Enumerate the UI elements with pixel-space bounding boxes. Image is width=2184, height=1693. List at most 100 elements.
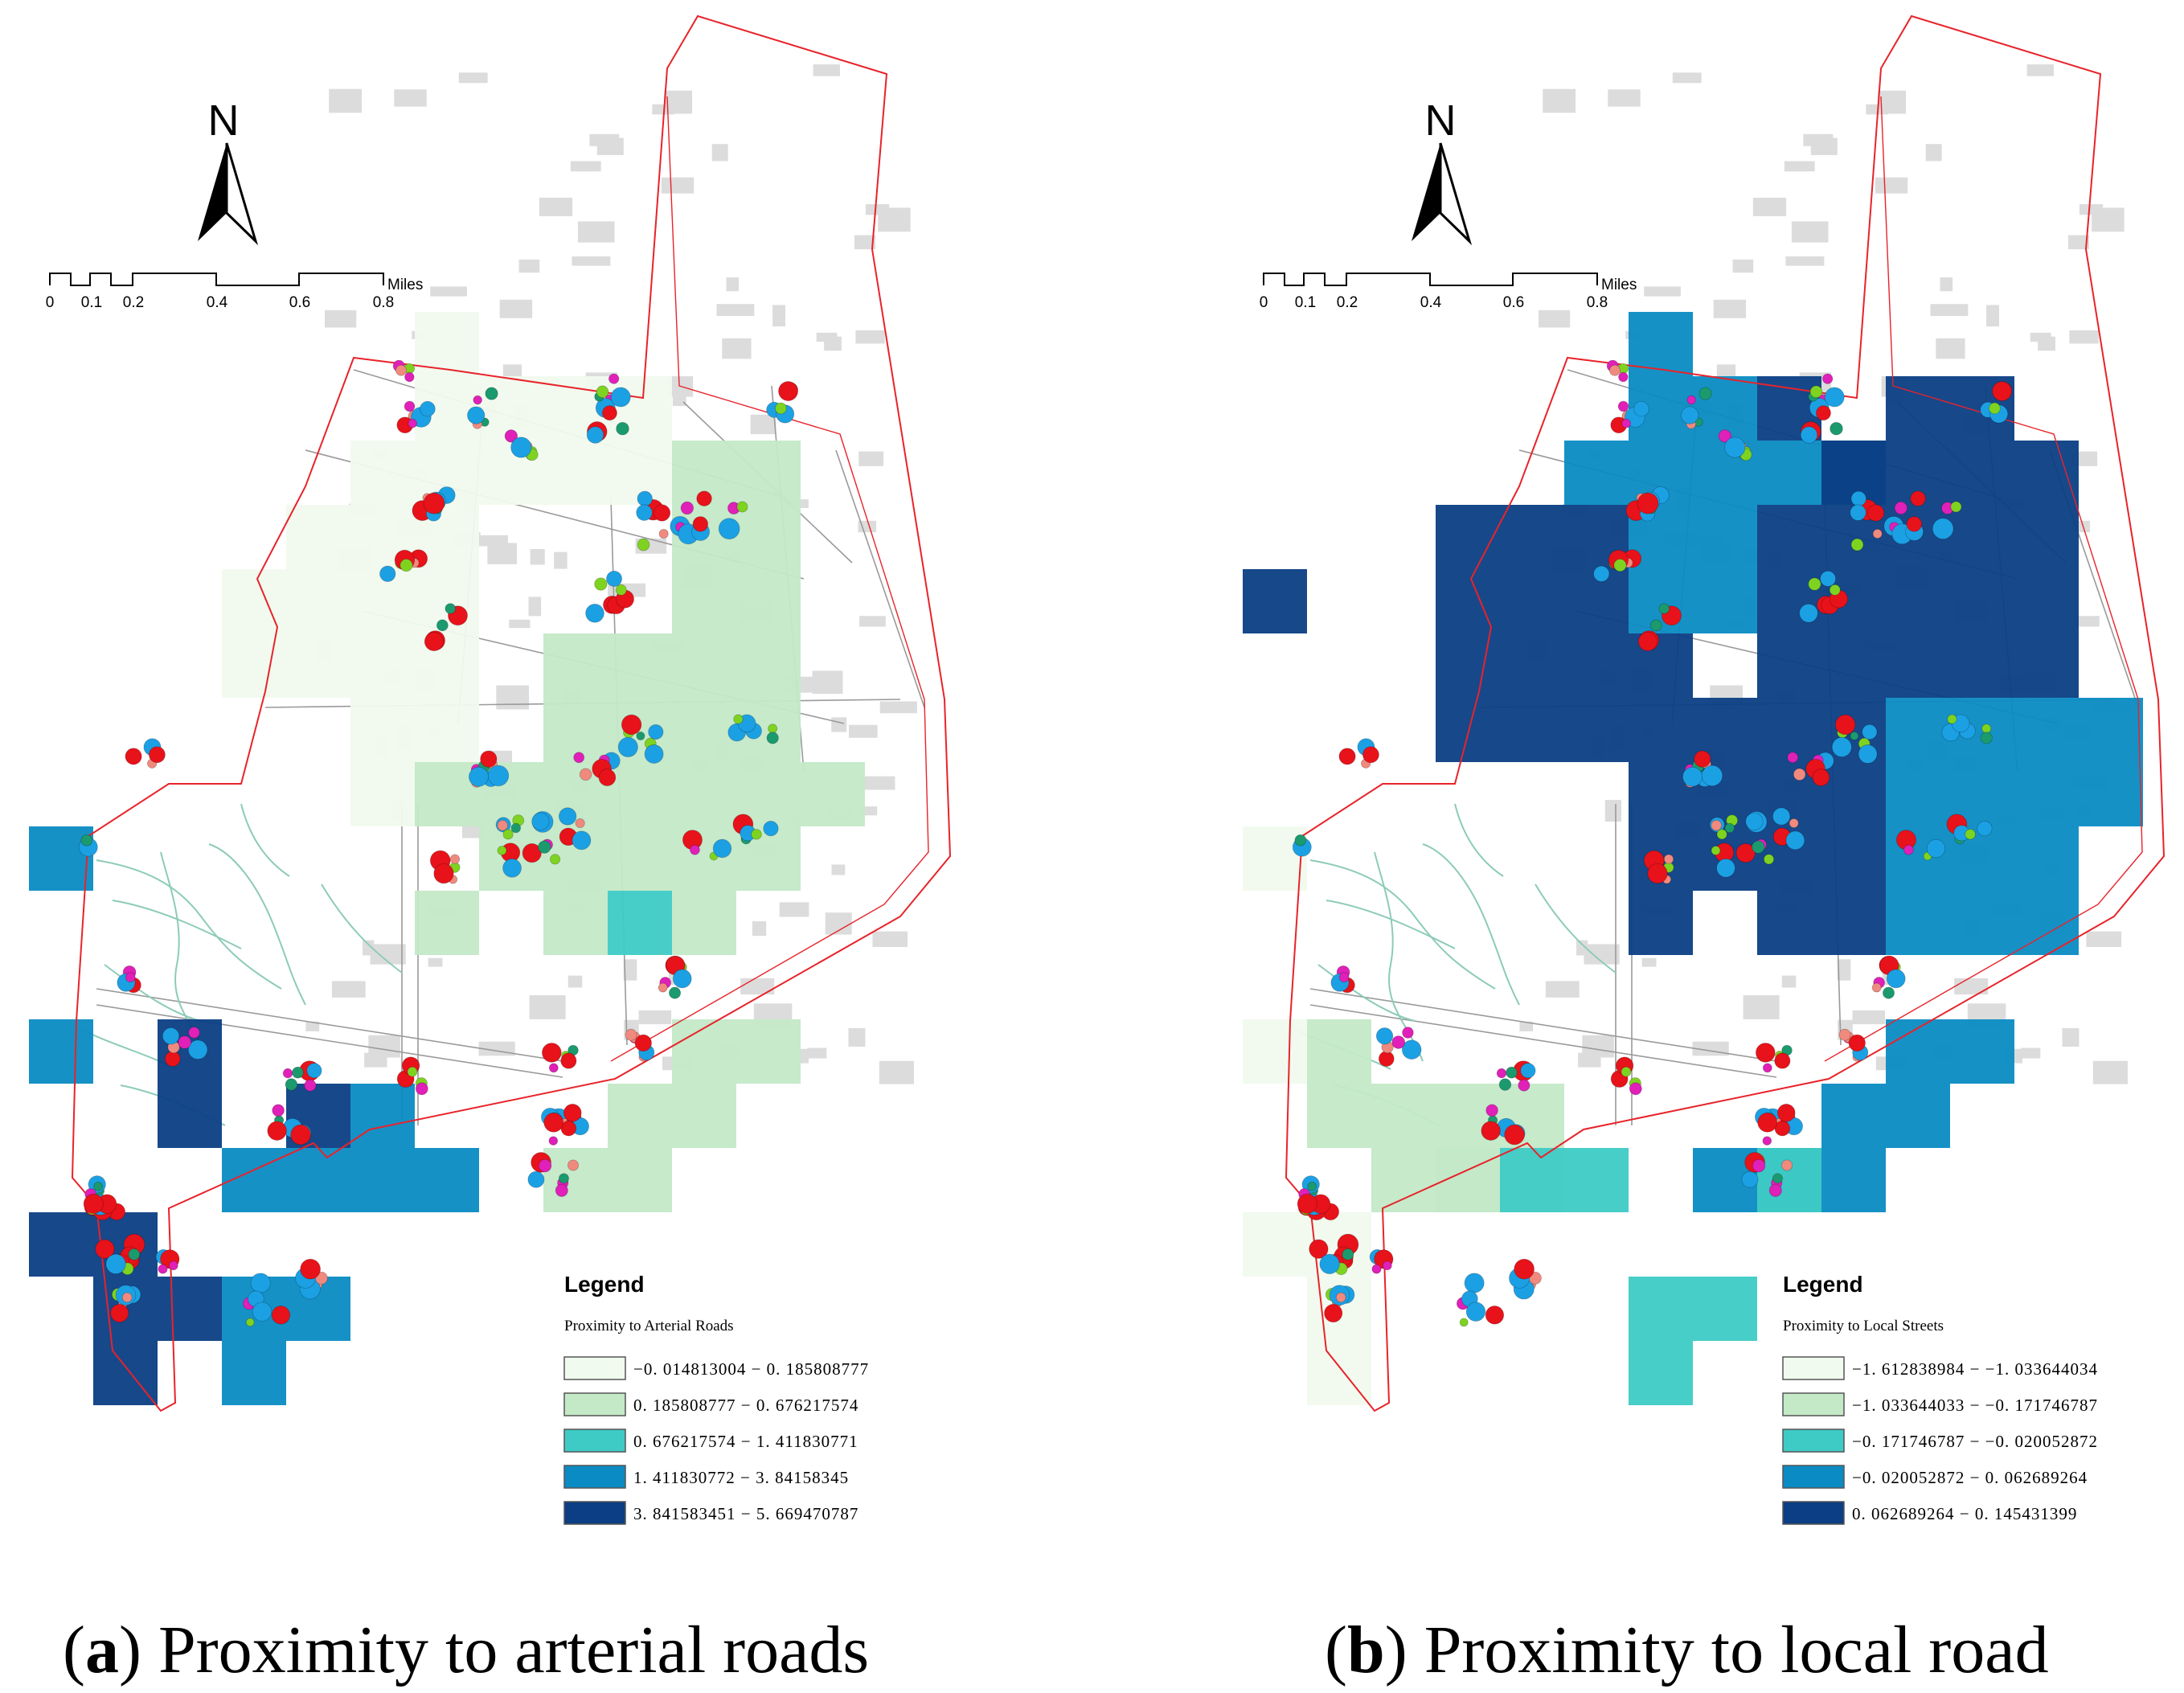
building-footprint (2079, 203, 2104, 215)
street-line (1309, 1004, 1777, 1078)
incident-point (531, 812, 550, 830)
incident-point (502, 829, 514, 840)
grid-cell (608, 1148, 672, 1212)
incident-point (1402, 1027, 1414, 1039)
building-footprint (1784, 161, 1815, 172)
building-footprint (554, 551, 568, 569)
incident-point (1850, 490, 1866, 506)
legend-label: −1. 612838984 − −1. 033644034 (1852, 1359, 2098, 1379)
grid-cell (286, 1148, 350, 1212)
building-footprint (638, 1010, 672, 1025)
building-footprint (529, 995, 566, 1019)
grid-cell (543, 698, 608, 762)
incident-point (1772, 1173, 1783, 1184)
legend-label: −0. 171746787 − −0. 020052872 (1852, 1432, 2098, 1451)
grid-cell (29, 1019, 93, 1084)
incident-point (83, 1193, 104, 1215)
building-footprint (1837, 959, 1851, 981)
incident-point (168, 1261, 178, 1271)
grid-cell (1693, 505, 1757, 569)
legend-item: 0. 062689264 − 0. 145431399 (1782, 1501, 2076, 1525)
incident-point (1800, 426, 1818, 444)
building-footprint (831, 717, 847, 732)
building-footprint (368, 1035, 400, 1058)
incident-point (1319, 1253, 1340, 1274)
scale-tick: 0.8 (373, 294, 394, 311)
building-footprint (499, 299, 533, 318)
incident-point (1886, 969, 1906, 989)
incident-point (158, 1264, 168, 1274)
incident-point (128, 1248, 141, 1261)
grid-cell (1629, 891, 1693, 955)
incident-point (1862, 724, 1878, 740)
incident-point (1858, 744, 1878, 764)
building-footprint (363, 940, 375, 956)
incident-point (1324, 1303, 1343, 1323)
grid-cell (350, 633, 415, 698)
incident-point (1378, 1051, 1395, 1067)
incident-point (712, 838, 732, 859)
grid-cell (1886, 1084, 1950, 1148)
building-footprint (1954, 978, 1989, 995)
building-footprint (2069, 330, 2099, 344)
campus-path (96, 859, 282, 990)
building-footprint (722, 338, 752, 359)
building-footprint (716, 304, 755, 317)
scale-tick: 0.2 (1337, 294, 1358, 311)
campus-path (321, 883, 403, 974)
incident-point (625, 1028, 637, 1041)
grid-cell (1629, 762, 1693, 826)
building-footprint (855, 330, 885, 344)
building-footprint (496, 685, 530, 710)
incident-point (1485, 1306, 1505, 1325)
building-footprint (2086, 931, 2122, 947)
scale-unit: Miles (1601, 277, 1637, 293)
incident-point (80, 834, 93, 846)
campus-path (240, 803, 290, 877)
building-footprint (752, 920, 767, 937)
grid-cell (1307, 1084, 1371, 1148)
incident-point (1682, 766, 1703, 787)
grid-cell (2014, 698, 2079, 762)
incident-point (606, 570, 623, 587)
grid-cell (1243, 569, 1307, 633)
incident-point (736, 501, 748, 513)
incident-point (636, 732, 645, 740)
building-footprint (661, 177, 695, 194)
building-footprint (740, 978, 775, 995)
grid-cell (608, 826, 672, 891)
building-footprint (428, 957, 443, 967)
incident-point (1776, 1104, 1796, 1122)
building-footprint (812, 670, 843, 695)
incident-point (616, 421, 629, 436)
caption-letter: b (1347, 1613, 1385, 1687)
grid-cell (1564, 698, 1629, 762)
legend-item: −0. 020052872 − 0. 062689264 (1782, 1465, 2087, 1489)
incident-point (487, 765, 510, 787)
incident-point (420, 400, 436, 417)
grid-cell (1821, 1148, 1886, 1212)
building-footprint (528, 596, 542, 617)
incident-point (1848, 1034, 1866, 1052)
grid-cell (1371, 1148, 1436, 1212)
incident-point (1735, 843, 1756, 863)
grid-cell (672, 826, 736, 891)
scale-tick: 0.8 (1587, 294, 1608, 311)
incident-point (1701, 765, 1723, 787)
legend-title: Legend (1783, 1272, 1863, 1297)
incident-point (1789, 818, 1799, 829)
incident-point (1820, 570, 1837, 587)
incident-point (485, 387, 498, 400)
building-footprint (1543, 88, 1576, 113)
building-footprint (859, 776, 895, 790)
legend-subtitle: Proximity to Arterial Roads (564, 1318, 734, 1334)
incident-point (290, 1124, 311, 1146)
incident-point (1831, 736, 1852, 757)
incident-point (648, 724, 664, 740)
building-footprint (1641, 957, 1657, 967)
legend-label: −1. 033644033 − −0. 171746787 (1852, 1396, 2098, 1415)
building-footprint (2030, 332, 2051, 342)
incident-point (608, 373, 620, 384)
grid-cell (1564, 1148, 1629, 1212)
legend-label: 0. 676217574 − 1. 411830771 (633, 1432, 858, 1451)
